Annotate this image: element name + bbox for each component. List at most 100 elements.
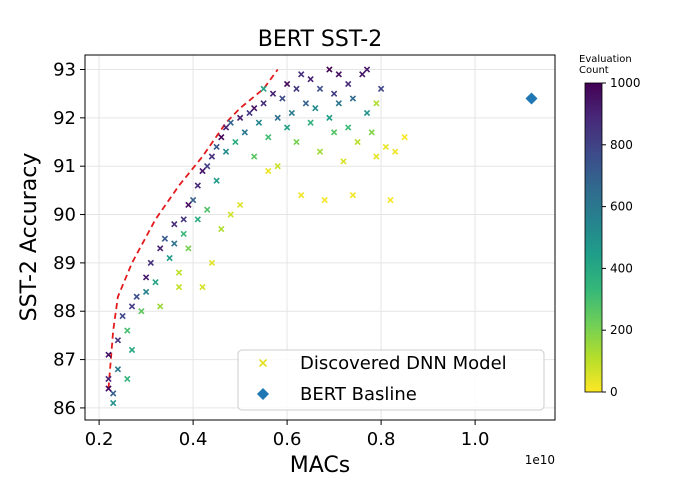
data-point	[222, 148, 230, 155]
data-point	[147, 259, 154, 267]
data-point	[359, 71, 366, 78]
data-point	[213, 143, 220, 151]
data-point	[208, 153, 216, 160]
data-point	[330, 90, 338, 97]
plot-frame	[84, 54, 556, 421]
x-offset-text: 1e10	[525, 453, 555, 467]
legend-x-marker-icon	[258, 358, 268, 368]
data-point	[189, 196, 197, 204]
data-point	[124, 327, 131, 334]
data-point	[373, 153, 380, 160]
data-point	[128, 346, 136, 354]
data-point	[105, 385, 112, 392]
data-point	[283, 124, 291, 131]
data-point	[401, 134, 408, 141]
data-point	[279, 95, 286, 102]
data-point	[345, 80, 352, 88]
data-point	[166, 254, 173, 262]
data-point	[204, 163, 211, 170]
legend-x-glyph	[258, 358, 268, 368]
data-point	[307, 76, 314, 83]
data-point	[251, 153, 258, 160]
data-point	[142, 274, 150, 281]
data-point	[274, 114, 281, 122]
data-point	[255, 119, 263, 126]
data-point	[335, 71, 342, 78]
colorbar-title-line2: Count	[579, 65, 609, 76]
data-point	[316, 148, 324, 155]
colorbar-tick-label: 0	[610, 385, 618, 399]
legend-diamond-marker-icon	[257, 388, 269, 400]
data-point	[124, 375, 131, 383]
data-point	[316, 85, 324, 93]
data-point	[269, 90, 277, 97]
data-point	[293, 85, 300, 93]
legend: Discovered DNN Model BERT Basline	[237, 349, 545, 411]
data-point	[199, 283, 206, 291]
data-point	[208, 259, 216, 267]
y-axis-ticks: 86 87 88 89 90 91 92 93	[53, 60, 85, 419]
legend-item-discovered: Discovered DNN Model	[258, 353, 507, 374]
data-point	[382, 143, 389, 151]
x-tick-label: 0.4	[179, 429, 208, 450]
scatter-points	[105, 66, 408, 407]
colorbar-title-line1: Evaluation	[579, 54, 632, 65]
data-point	[222, 124, 230, 131]
data-point	[302, 100, 310, 107]
data-point	[171, 221, 178, 228]
legend-label-baseline: BERT Basline	[300, 384, 417, 405]
data-point	[114, 337, 122, 344]
data-point	[194, 182, 201, 189]
data-point	[180, 230, 187, 238]
y-tick-label: 88	[53, 301, 76, 322]
data-point	[119, 312, 126, 320]
data-point	[236, 201, 244, 209]
y-tick-label: 90	[53, 205, 76, 226]
data-point	[373, 100, 380, 107]
data-point	[194, 216, 201, 223]
y-tick-label: 91	[53, 156, 76, 177]
data-point	[335, 100, 342, 107]
y-tick-label: 92	[53, 108, 76, 129]
data-point	[340, 158, 347, 165]
data-point	[171, 240, 178, 247]
data-point	[199, 167, 206, 175]
data-point	[298, 192, 305, 199]
data-point	[110, 399, 117, 407]
colorbar-tick-label: 200	[610, 323, 633, 337]
data-point	[354, 138, 361, 146]
colorbar-tick-label: 600	[610, 200, 633, 214]
data-point	[246, 109, 253, 117]
data-point	[274, 163, 281, 170]
data-point	[204, 206, 211, 213]
data-point	[218, 225, 225, 233]
data-point	[349, 192, 357, 199]
data-point	[128, 303, 136, 310]
data-point	[105, 375, 112, 383]
y-axis-title: SST-2 Accuracy	[17, 153, 42, 322]
data-point	[180, 216, 187, 223]
pareto-front-line	[107, 68, 279, 389]
chart-title: BERT SST-2	[258, 27, 382, 52]
data-point	[293, 138, 300, 146]
data-point	[387, 196, 394, 204]
data-point	[326, 114, 333, 122]
data-point	[232, 138, 239, 146]
baseline-marker-group	[525, 92, 538, 105]
data-point	[105, 351, 112, 358]
data-point	[321, 196, 328, 204]
data-point	[185, 245, 192, 252]
data-point	[283, 80, 291, 88]
colorbar-tick-label: 800	[610, 138, 633, 152]
legend-label-discovered: Discovered DNN Model	[300, 353, 507, 374]
y-tick-label: 93	[53, 60, 76, 81]
data-point	[330, 129, 338, 136]
data-point	[185, 201, 192, 209]
data-point	[298, 71, 305, 78]
data-point	[260, 100, 267, 107]
data-point	[241, 129, 248, 136]
legend-diamond-glyph	[257, 388, 269, 400]
y-tick-label: 89	[53, 253, 76, 274]
x-axis-ticks: 0.2 0.4 0.6 0.8 1.0	[85, 420, 489, 450]
